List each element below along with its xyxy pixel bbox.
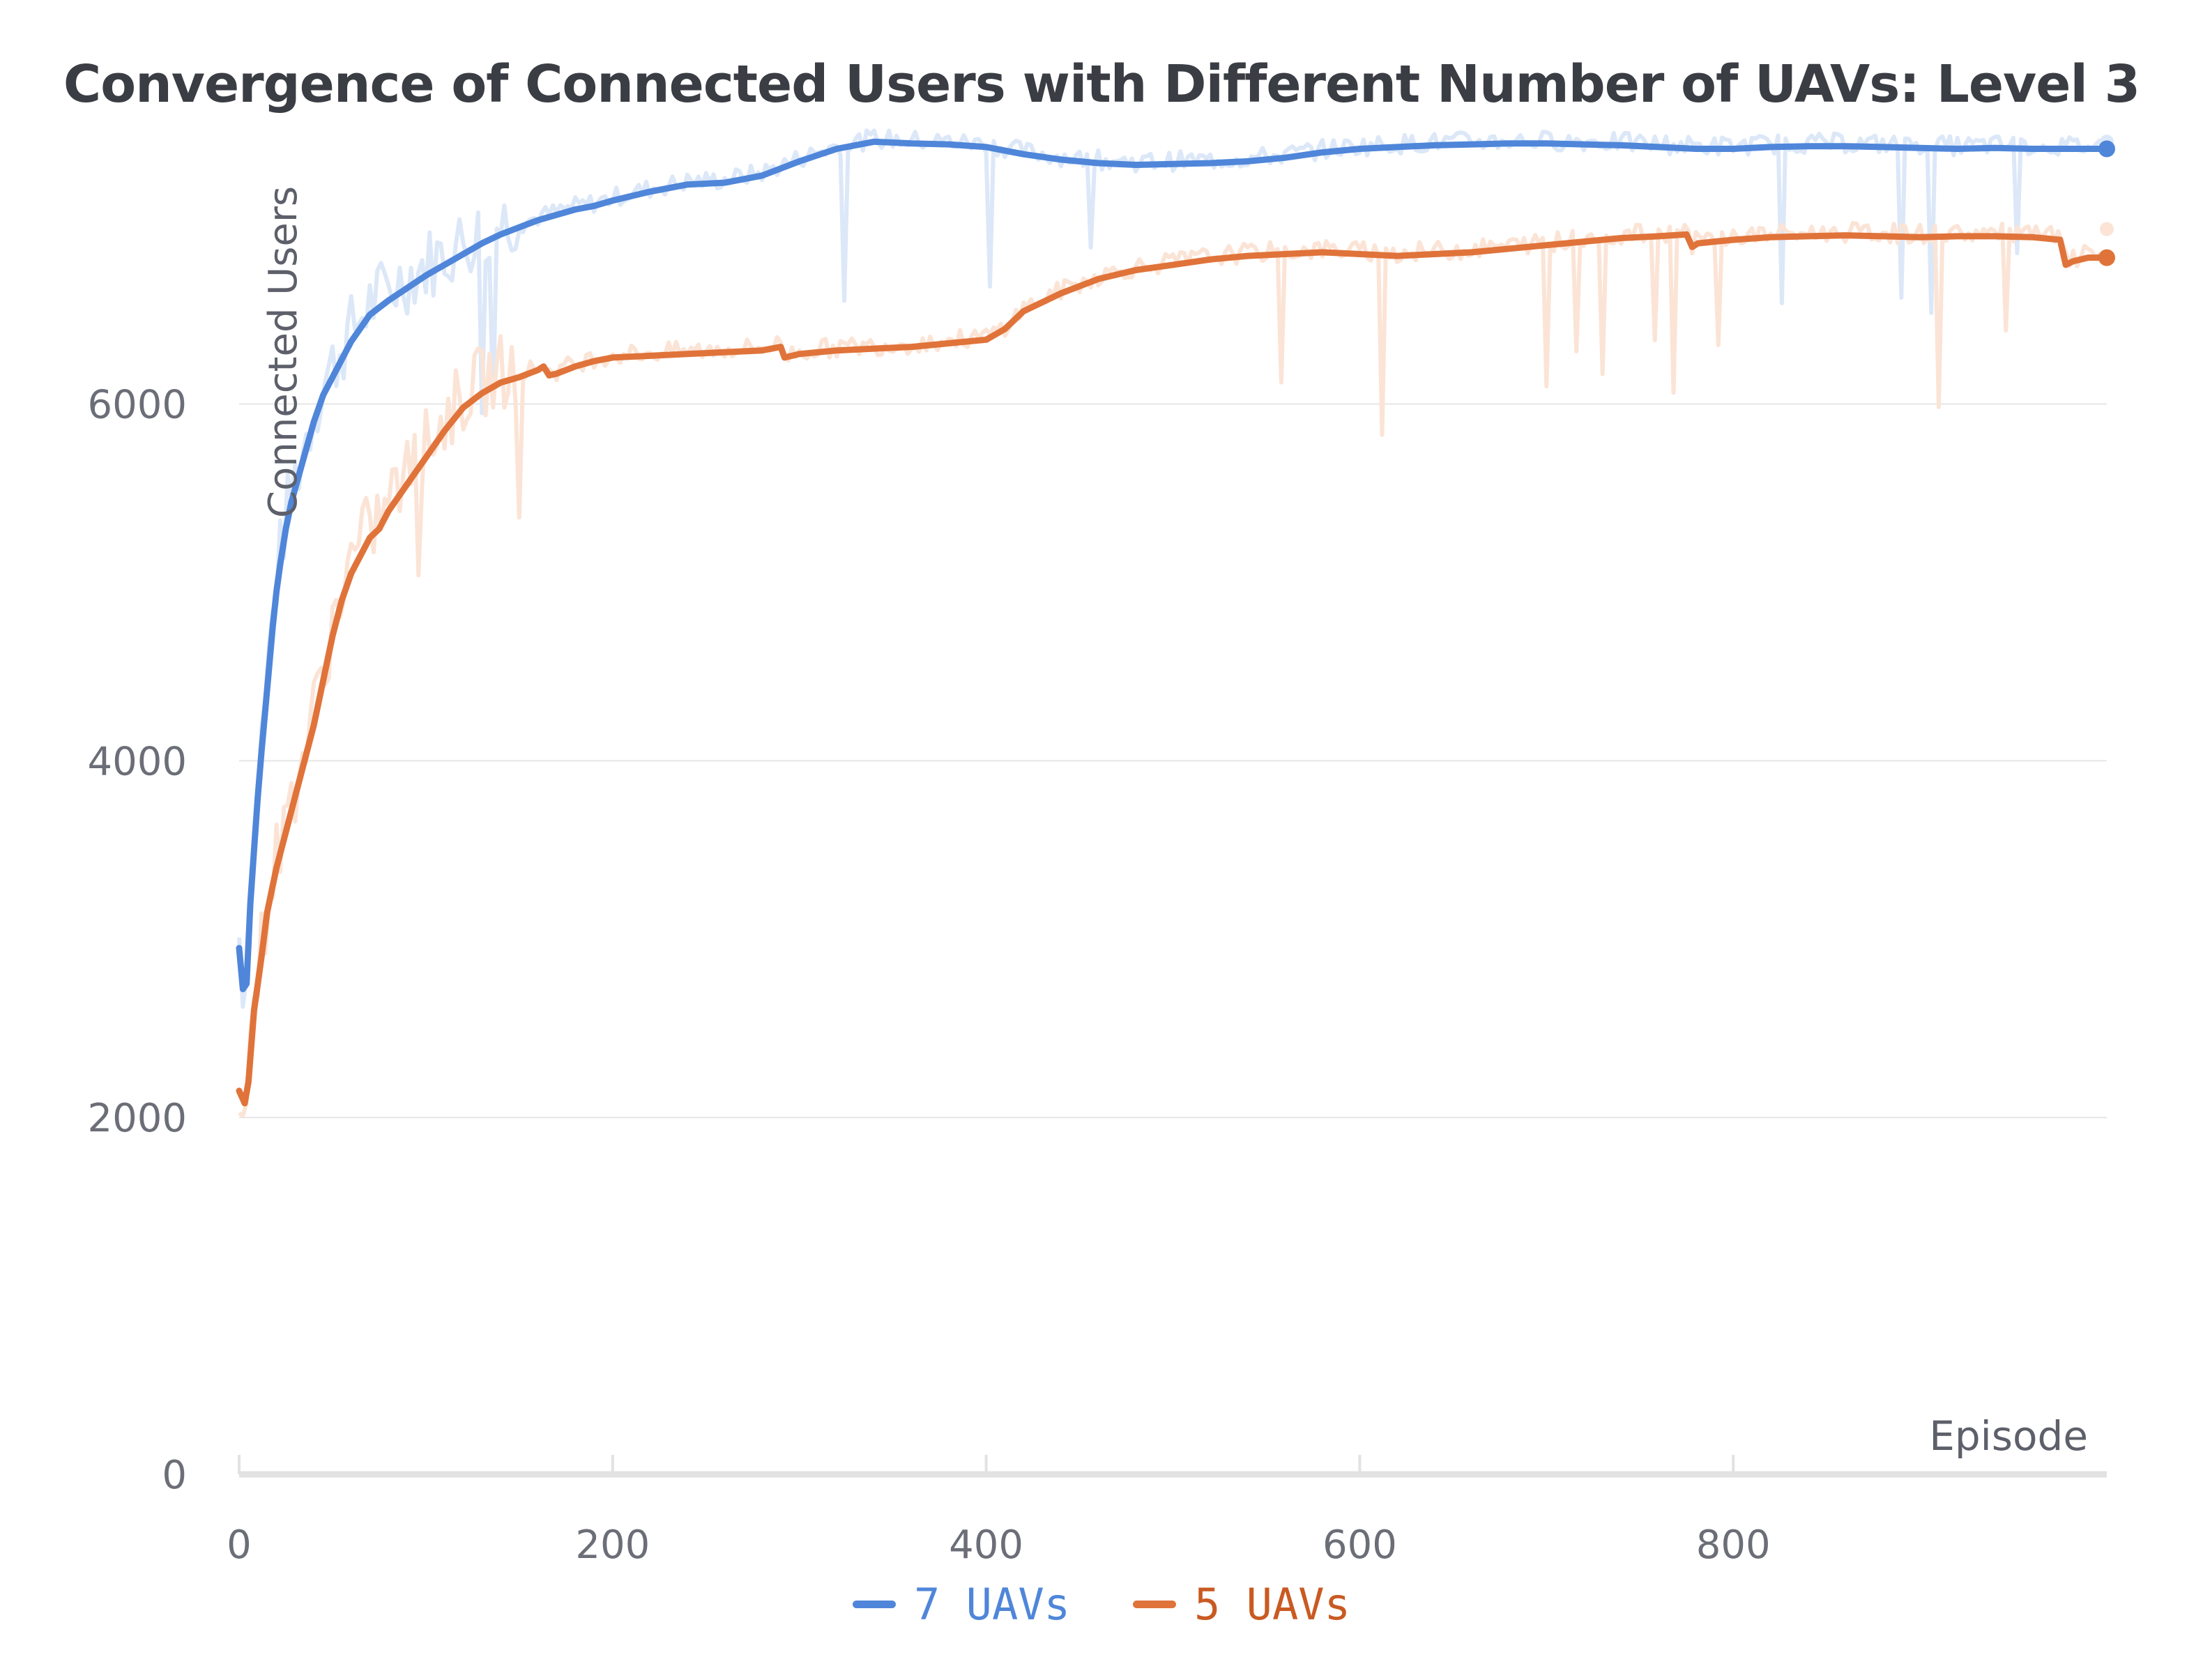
series-end-point-7-uavs — [2098, 140, 2115, 158]
x-tick-label: 0 — [227, 1522, 252, 1568]
y-axis-label: Connected Users — [261, 186, 306, 518]
y-tick-label: 0 — [162, 1453, 187, 1498]
legend: 7 UAVs 5 UAVs — [0, 1579, 2203, 1630]
raw-end-point-5-uavs — [2100, 222, 2114, 236]
y-tick-label: 6000 — [87, 382, 187, 427]
legend-swatch-7-uavs — [853, 1601, 897, 1608]
smoothed-series — [236, 138, 2115, 1107]
legend-item-7-uavs[interactable]: 7 UAVs — [853, 1579, 1070, 1630]
legend-item-5-uavs[interactable]: 5 UAVs — [1133, 1579, 1350, 1630]
y-tick-label: 4000 — [87, 739, 187, 784]
legend-label-7-uavs: 7 UAVs — [914, 1579, 1070, 1630]
raw-line-5-uavs — [238, 221, 2109, 1118]
series-line-5-uavs — [236, 231, 2110, 1107]
x-tick-label: 400 — [949, 1522, 1023, 1568]
axis-titles: Connected Users Episode — [261, 186, 2088, 1460]
legend-swatch-5-uavs — [1133, 1601, 1176, 1608]
chart-title: Convergence of Connected Users with Diff… — [63, 54, 2140, 114]
raw-series — [237, 128, 2114, 1118]
legend-label-5-uavs: 5 UAVs — [1194, 1579, 1350, 1630]
series-line-7-uavs — [236, 138, 2110, 993]
grid-lines — [239, 403, 2107, 1119]
x-tick-label: 800 — [1696, 1522, 1771, 1568]
series-end-point-5-uavs — [2098, 249, 2115, 266]
y-tick-label: 2000 — [87, 1096, 187, 1141]
x-axis-label: Episode — [1929, 1412, 2088, 1460]
y-axis: 0 2000 4000 6000 — [87, 382, 187, 1498]
x-tick-label: 600 — [1322, 1522, 1397, 1568]
x-tick-label: 200 — [575, 1522, 650, 1568]
x-axis: 0 200 400 600 800 — [227, 1455, 2107, 1568]
raw-line-7-uavs — [237, 128, 2109, 1009]
